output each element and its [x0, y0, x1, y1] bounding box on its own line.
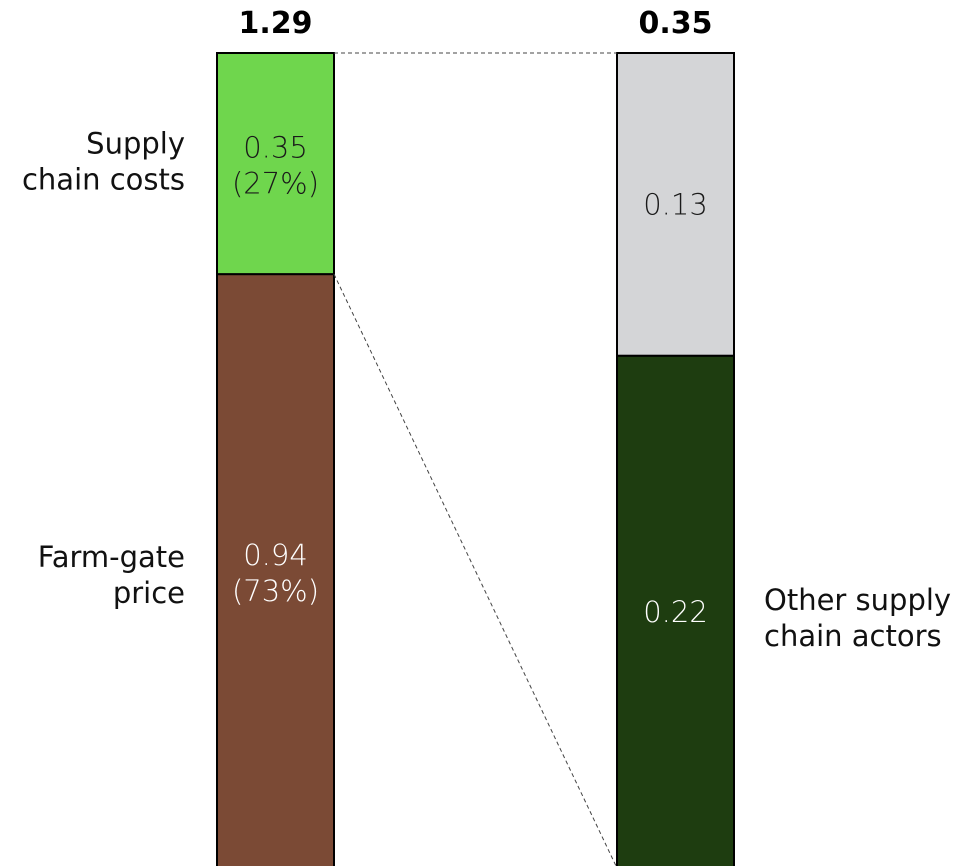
bar-segment — [616, 52, 735, 357]
segment-value-label: 0.13 — [643, 187, 708, 221]
segment-side-label: Supply — [86, 127, 185, 161]
segment-value-label: 0.22 — [643, 595, 708, 629]
segment-side-label: Farm-gate — [38, 540, 185, 574]
bar-segment — [216, 52, 335, 276]
segment-side-label: price — [113, 576, 185, 610]
segment-percent-label: (73%) — [232, 574, 319, 608]
segment-side-label: chain actors — [764, 619, 942, 653]
segment-side-label: Other supply — [764, 583, 951, 617]
bar-segment — [616, 354, 735, 866]
bar-segment — [216, 273, 335, 866]
bar-total-label: 0.35 — [638, 6, 712, 41]
connector-line-bottom — [333, 273, 617, 866]
segment-percent-label: (27%) — [232, 167, 319, 201]
segment-value-label: 0.35 — [243, 131, 308, 165]
segment-value-label: 0.94 — [243, 538, 308, 572]
bar-total-label: 1.29 — [238, 6, 312, 41]
segment-side-label: chain costs — [22, 163, 185, 197]
